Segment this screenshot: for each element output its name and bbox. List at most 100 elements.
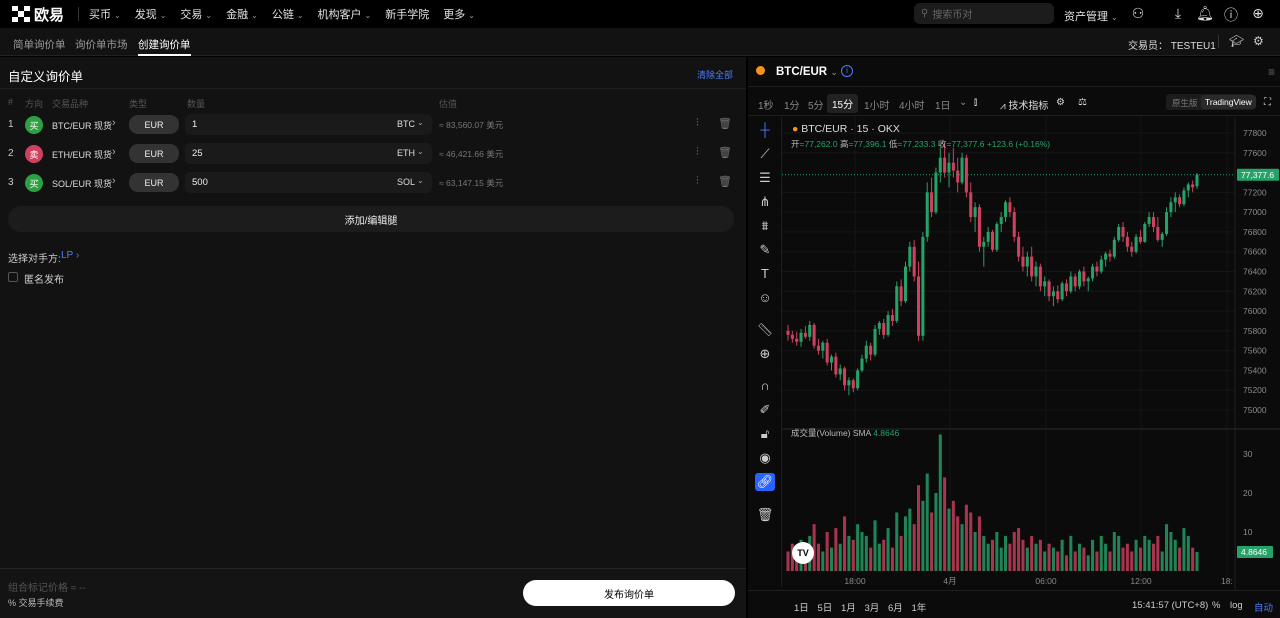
instrument-name[interactable]: SOL/EUR 现货 [52, 179, 113, 189]
search-input[interactable]: ⚲ 搜索币对 [914, 3, 1054, 24]
instrument-name[interactable]: ETH/EUR 现货 [52, 150, 113, 160]
type-select[interactable]: EUR [129, 115, 179, 134]
range-button[interactable]: 1月 [841, 603, 856, 614]
trading-fee-link[interactable]: % 交易手续费 [8, 598, 64, 608]
brush-icon[interactable]: ✎ [759, 242, 771, 257]
nav-item[interactable]: 新手学院 [385, 6, 429, 22]
nav-item[interactable]: 买币 ⌄ [89, 6, 121, 22]
trash-icon[interactable]: 🗑︎ [718, 176, 732, 188]
timeframe-5[interactable]: 4小时 [899, 101, 925, 112]
chevron-right-icon[interactable]: › [112, 117, 116, 129]
timeframe-1[interactable]: 1分 [784, 101, 800, 112]
auto-toggle[interactable]: 自动 [1254, 603, 1274, 614]
chevron-down-icon[interactable]: ⌄ [417, 147, 424, 156]
adjust-icon[interactable]: ⫶ [696, 117, 699, 129]
trash-icon[interactable]: 🗑︎ [756, 507, 774, 522]
timeframe-0[interactable]: 1秒 [758, 101, 774, 112]
nav-item[interactable]: 更多 ⌄ [443, 6, 475, 22]
indicators-button[interactable]: ⩘ 技术指标 [1000, 97, 1048, 112]
quantity-input[interactable] [185, 143, 432, 164]
chevron-right-icon[interactable]: › [112, 175, 116, 187]
range-button[interactable]: 5日 [817, 603, 833, 614]
chevron-down-icon[interactable]: ⌄ [417, 118, 424, 127]
graduation-cap-icon[interactable]: 🎓︎ [1229, 34, 1245, 48]
nav-item[interactable]: 金融 ⌄ [226, 6, 258, 22]
candle-type-icon[interactable]: ⫾ [974, 97, 978, 108]
trash-icon[interactable]: 🗑︎ [718, 118, 732, 130]
log-toggle[interactable]: log [1230, 600, 1243, 611]
assets-menu[interactable]: 资产管理 ⌄ [1064, 8, 1118, 24]
adjust-icon[interactable]: ⫶ [696, 175, 699, 187]
range-button[interactable]: 1年 [911, 603, 927, 614]
nav-item[interactable]: 发现 ⌄ [135, 6, 167, 22]
nav-item[interactable]: 交易 ⌄ [180, 6, 212, 22]
type-select[interactable]: EUR [129, 173, 179, 192]
range-button[interactable]: 3月 [864, 603, 880, 614]
instrument-name[interactable]: BTC/EUR 现货 [52, 121, 113, 131]
tab-simple-rfq[interactable]: 简单询价单 [13, 39, 66, 51]
side-badge[interactable]: 买 [25, 174, 43, 192]
trash-icon[interactable]: 🗑︎ [718, 147, 732, 159]
compare-icon[interactable]: ⚖ [1078, 97, 1087, 108]
chevron-down-icon[interactable]: ⌄ [417, 176, 424, 185]
mode-tradingview[interactable]: TradingView [1201, 95, 1256, 109]
mode-native[interactable]: 原生版 [1172, 98, 1198, 108]
unit-select[interactable]: BTC [397, 119, 415, 129]
add-edit-legs-button[interactable]: 添加/编辑腿 [8, 206, 734, 232]
lock-drawing-icon[interactable]: ✐ [759, 402, 771, 417]
chart-settings-icon[interactable]: ⚙ [1056, 97, 1065, 108]
nav-item[interactable]: 机构客户 ⌄ [318, 6, 372, 22]
timeframe-3[interactable]: 15分 [827, 94, 859, 113]
trendline-icon[interactable]: ⟋ [760, 146, 770, 161]
quantity-input[interactable] [185, 172, 432, 193]
adjust-icon[interactable]: ⫶ [696, 146, 699, 158]
pitchfork-icon[interactable]: ⋔ [759, 194, 771, 209]
timeframe-more-chevron-icon[interactable]: ⌄ [959, 97, 968, 108]
menu-icon[interactable]: ≡ [1268, 65, 1276, 79]
emoji-icon[interactable]: ☺ [758, 290, 772, 305]
parallel-lines-icon[interactable]: ☰ [759, 170, 771, 185]
user-icon[interactable]: ⚇ [1131, 5, 1145, 21]
unit-select[interactable]: SOL [397, 177, 416, 187]
okx-logo[interactable]: 欧易 [12, 4, 64, 25]
symbol-selector[interactable]: BTC/EUR ⌄ [776, 66, 838, 78]
range-button[interactable]: 1日 [794, 603, 809, 614]
ruler-icon[interactable]: 📏︎ [756, 322, 774, 337]
crosshair-icon[interactable]: ┼ [760, 122, 770, 137]
globe-icon[interactable]: ⊕ [1252, 5, 1264, 21]
candlestick-chart[interactable]: 77800 77600 77200 77000 76800 76600 76400 76200… [748, 57, 1280, 590]
tradingview-logo[interactable]: TV [792, 542, 814, 564]
clear-all-button[interactable]: 清除全部 [697, 70, 734, 80]
tab-create-rfq[interactable]: 创建询价单 [138, 39, 191, 56]
bell-icon[interactable]: 🔔︎ [1196, 5, 1214, 21]
anonymous-checkbox[interactable] [8, 272, 18, 282]
fullscreen-icon[interactable]: ⛶ [1264, 97, 1271, 108]
lock-icon[interactable]: 🔓︎ [760, 426, 770, 441]
help-icon[interactable]: ⓘ [1224, 7, 1238, 23]
eye-icon[interactable]: ◉ [759, 450, 771, 465]
fib-icon[interactable]: ⩩ [761, 218, 769, 233]
unit-select[interactable]: ETH [397, 148, 415, 158]
timeframe-2[interactable]: 5分 [808, 101, 824, 112]
side-badge[interactable]: 买 [25, 116, 43, 134]
info-icon[interactable]: i [841, 65, 853, 77]
text-icon[interactable]: T [761, 266, 769, 281]
link-icon[interactable]: 🔗︎ [755, 473, 775, 491]
counterparty-select[interactable]: LP › [61, 250, 79, 261]
tab-rfq-market[interactable]: 询价单市场 [75, 39, 128, 51]
zoom-in-icon[interactable]: ⊕ [759, 346, 771, 361]
panel-resize-handle[interactable] [746, 57, 748, 618]
settings-icon[interactable]: ⚙ [1253, 34, 1264, 48]
quantity-input[interactable] [185, 114, 432, 135]
side-badge[interactable]: 卖 [25, 145, 43, 163]
publish-rfq-button[interactable]: 发布询价单 [523, 580, 735, 606]
chevron-right-icon[interactable]: › [112, 146, 116, 158]
percent-toggle[interactable]: % [1212, 600, 1221, 611]
range-button[interactable]: 6月 [888, 603, 903, 614]
timeframe-6[interactable]: 1日 [935, 101, 951, 112]
type-select[interactable]: EUR [129, 144, 179, 163]
nav-item[interactable]: 公链 ⌄ [272, 6, 304, 22]
magnet-icon[interactable]: ∩ [760, 378, 770, 393]
timeframe-4[interactable]: 1小时 [864, 101, 890, 112]
download-icon[interactable]: ⤓ [1174, 5, 1182, 21]
